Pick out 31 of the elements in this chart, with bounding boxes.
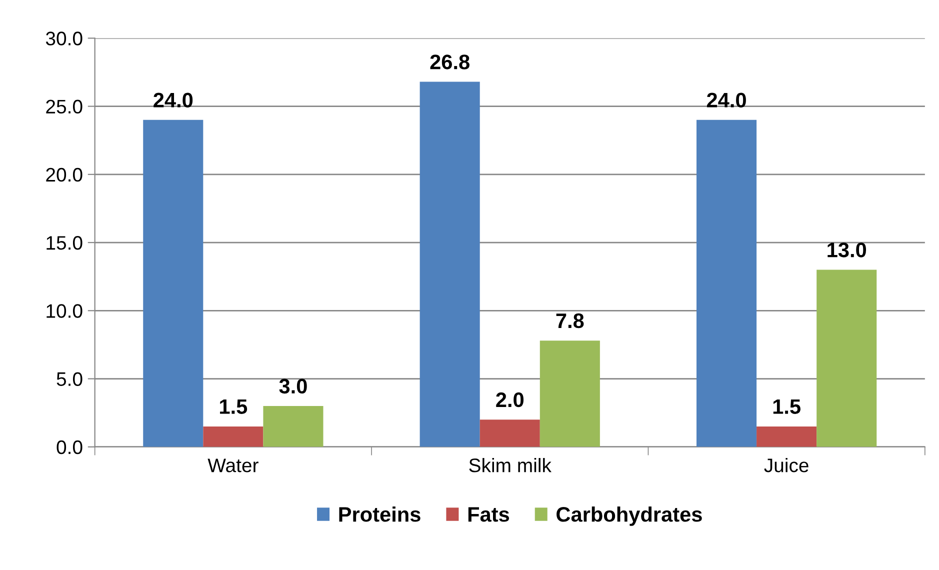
data-label: 13.0 — [828, 242, 866, 258]
bar — [540, 340, 600, 447]
data-label: 7.8 — [556, 313, 584, 328]
data-label: 24.0 — [706, 92, 746, 108]
y-tick-label: 30.0 — [46, 32, 82, 46]
y-tick-label: 15.0 — [46, 236, 82, 250]
data-label: 2.0 — [496, 392, 524, 408]
x-tick-label: Water — [208, 458, 258, 472]
bar — [480, 420, 540, 447]
data-label: 1.5 — [773, 399, 800, 414]
x-tick-label: Skim milk — [469, 458, 552, 472]
bar — [263, 406, 324, 447]
y-tick-label: 10.0 — [46, 304, 82, 318]
bar — [420, 82, 480, 447]
y-tick-label: 0.0 — [56, 440, 82, 454]
data-label: 24.0 — [154, 92, 193, 108]
data-label: 1.5 — [220, 399, 248, 414]
legend-label: Fats — [468, 507, 510, 522]
x-tick-label: Juice — [764, 458, 808, 472]
y-tick-label: 25.0 — [46, 100, 82, 114]
legend-label: Proteins — [339, 506, 420, 522]
bar — [143, 120, 204, 447]
bar — [816, 270, 877, 447]
bar — [203, 426, 264, 447]
y-tick-label: 5.0 — [56, 372, 82, 386]
bar — [756, 426, 817, 447]
data-label: 3.0 — [279, 378, 307, 394]
data-label: 26.8 — [430, 54, 470, 70]
bar — [696, 120, 757, 447]
legend-label: Carbohydrates — [556, 506, 702, 526]
y-tick-label: 20.0 — [46, 168, 82, 182]
